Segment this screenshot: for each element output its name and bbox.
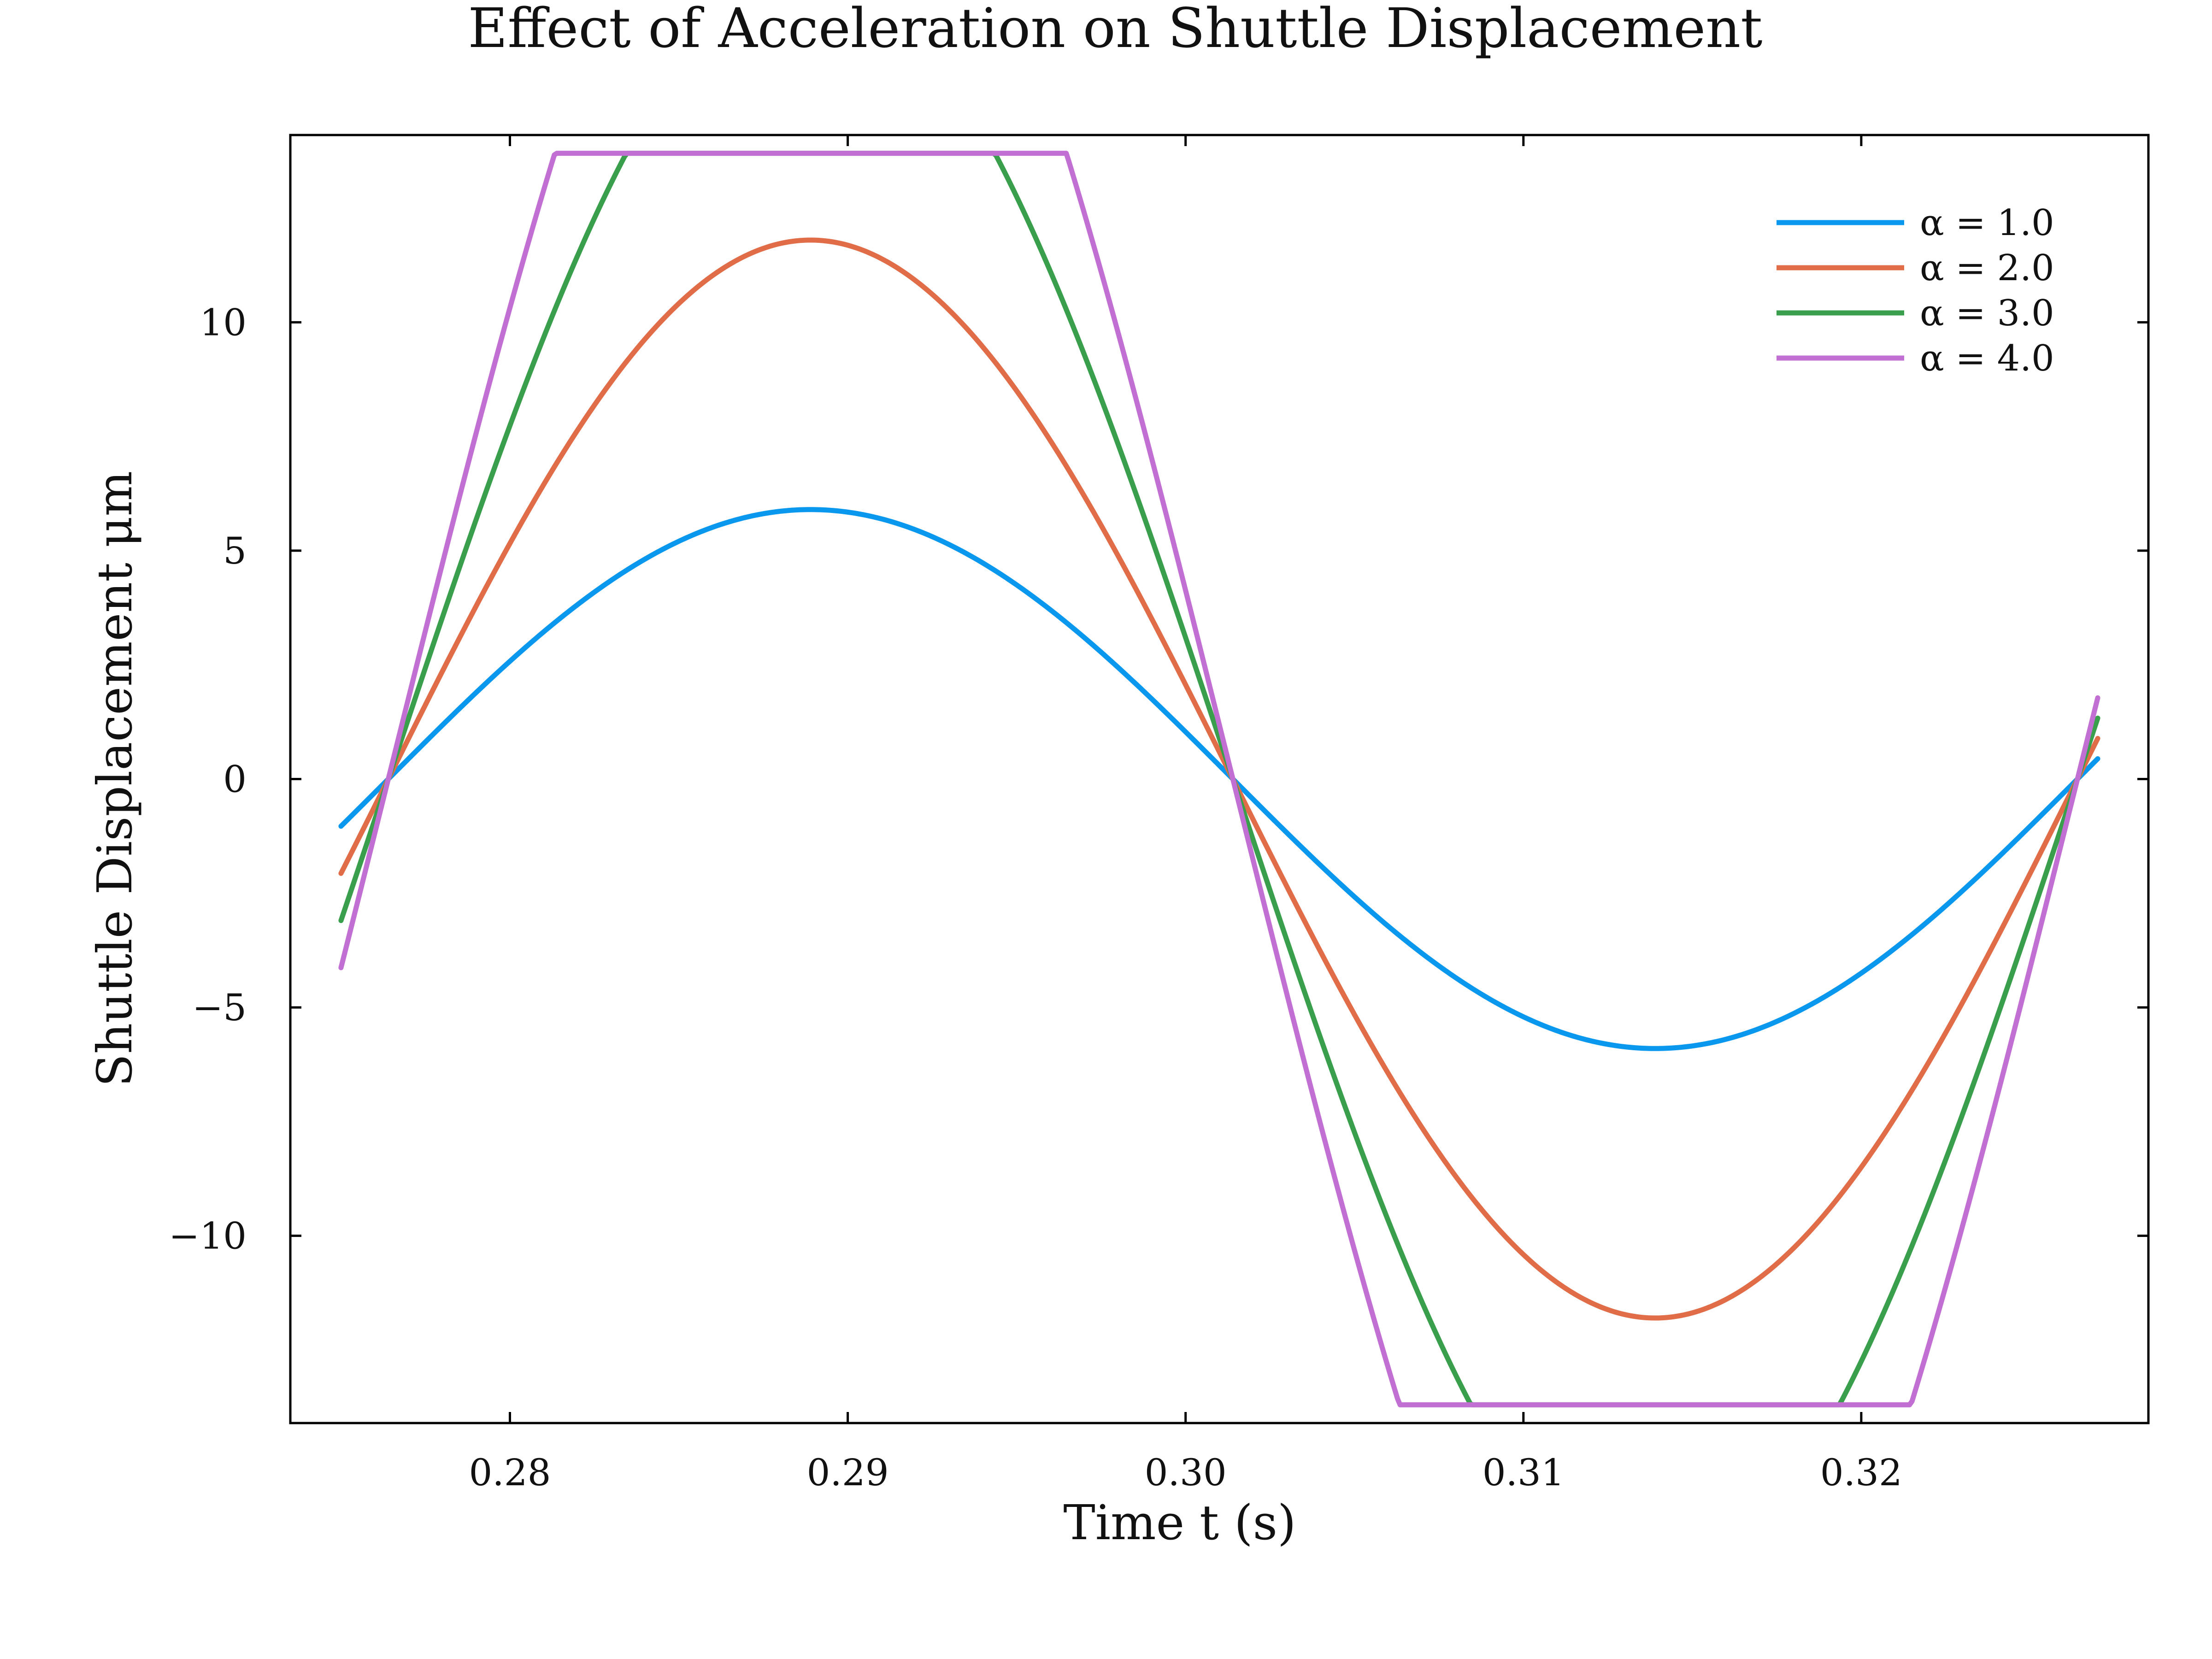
x-axis-label: Time t (s) [1063, 1494, 1296, 1551]
y-tick-label: 10 [200, 301, 247, 344]
series-line-3 [338, 151, 2100, 1407]
legend: α = 1.0α = 2.0α = 3.0α = 4.0 [1777, 202, 2054, 379]
x-tick-label: 0.31 [1483, 1451, 1565, 1494]
series-line-2 [338, 237, 2100, 1321]
y-tick-label: 0 [223, 758, 247, 801]
chart-title: Effect of Acceleration on Shuttle Displa… [468, 0, 1762, 60]
series-line-1 [338, 507, 2100, 1051]
y-tick-label: 5 [223, 529, 247, 572]
legend-label: α = 3.0 [1920, 293, 2054, 334]
legend-label: α = 4.0 [1920, 338, 2054, 379]
legend-label: α = 2.0 [1920, 247, 2054, 289]
x-axis: 0.28 0.29 0.30 0.31 0.32 [469, 135, 1902, 1494]
x-tick-label: 0.28 [469, 1451, 551, 1494]
x-tick-label: 0.32 [1820, 1451, 1902, 1494]
x-tick-label: 0.30 [1145, 1451, 1227, 1494]
y-tick-label: −10 [169, 1215, 247, 1258]
y-axis-label: Shuttle Displacement μm [87, 471, 143, 1087]
series-line-4 [338, 151, 2100, 1407]
series-group [338, 151, 2100, 1407]
y-tick-label: −5 [192, 986, 247, 1029]
plot-frame [289, 134, 2150, 1424]
y-axis: 10 5 0 −5 −10 [169, 301, 2148, 1258]
x-tick-label: 0.29 [807, 1451, 889, 1494]
legend-label: α = 1.0 [1920, 202, 2054, 244]
